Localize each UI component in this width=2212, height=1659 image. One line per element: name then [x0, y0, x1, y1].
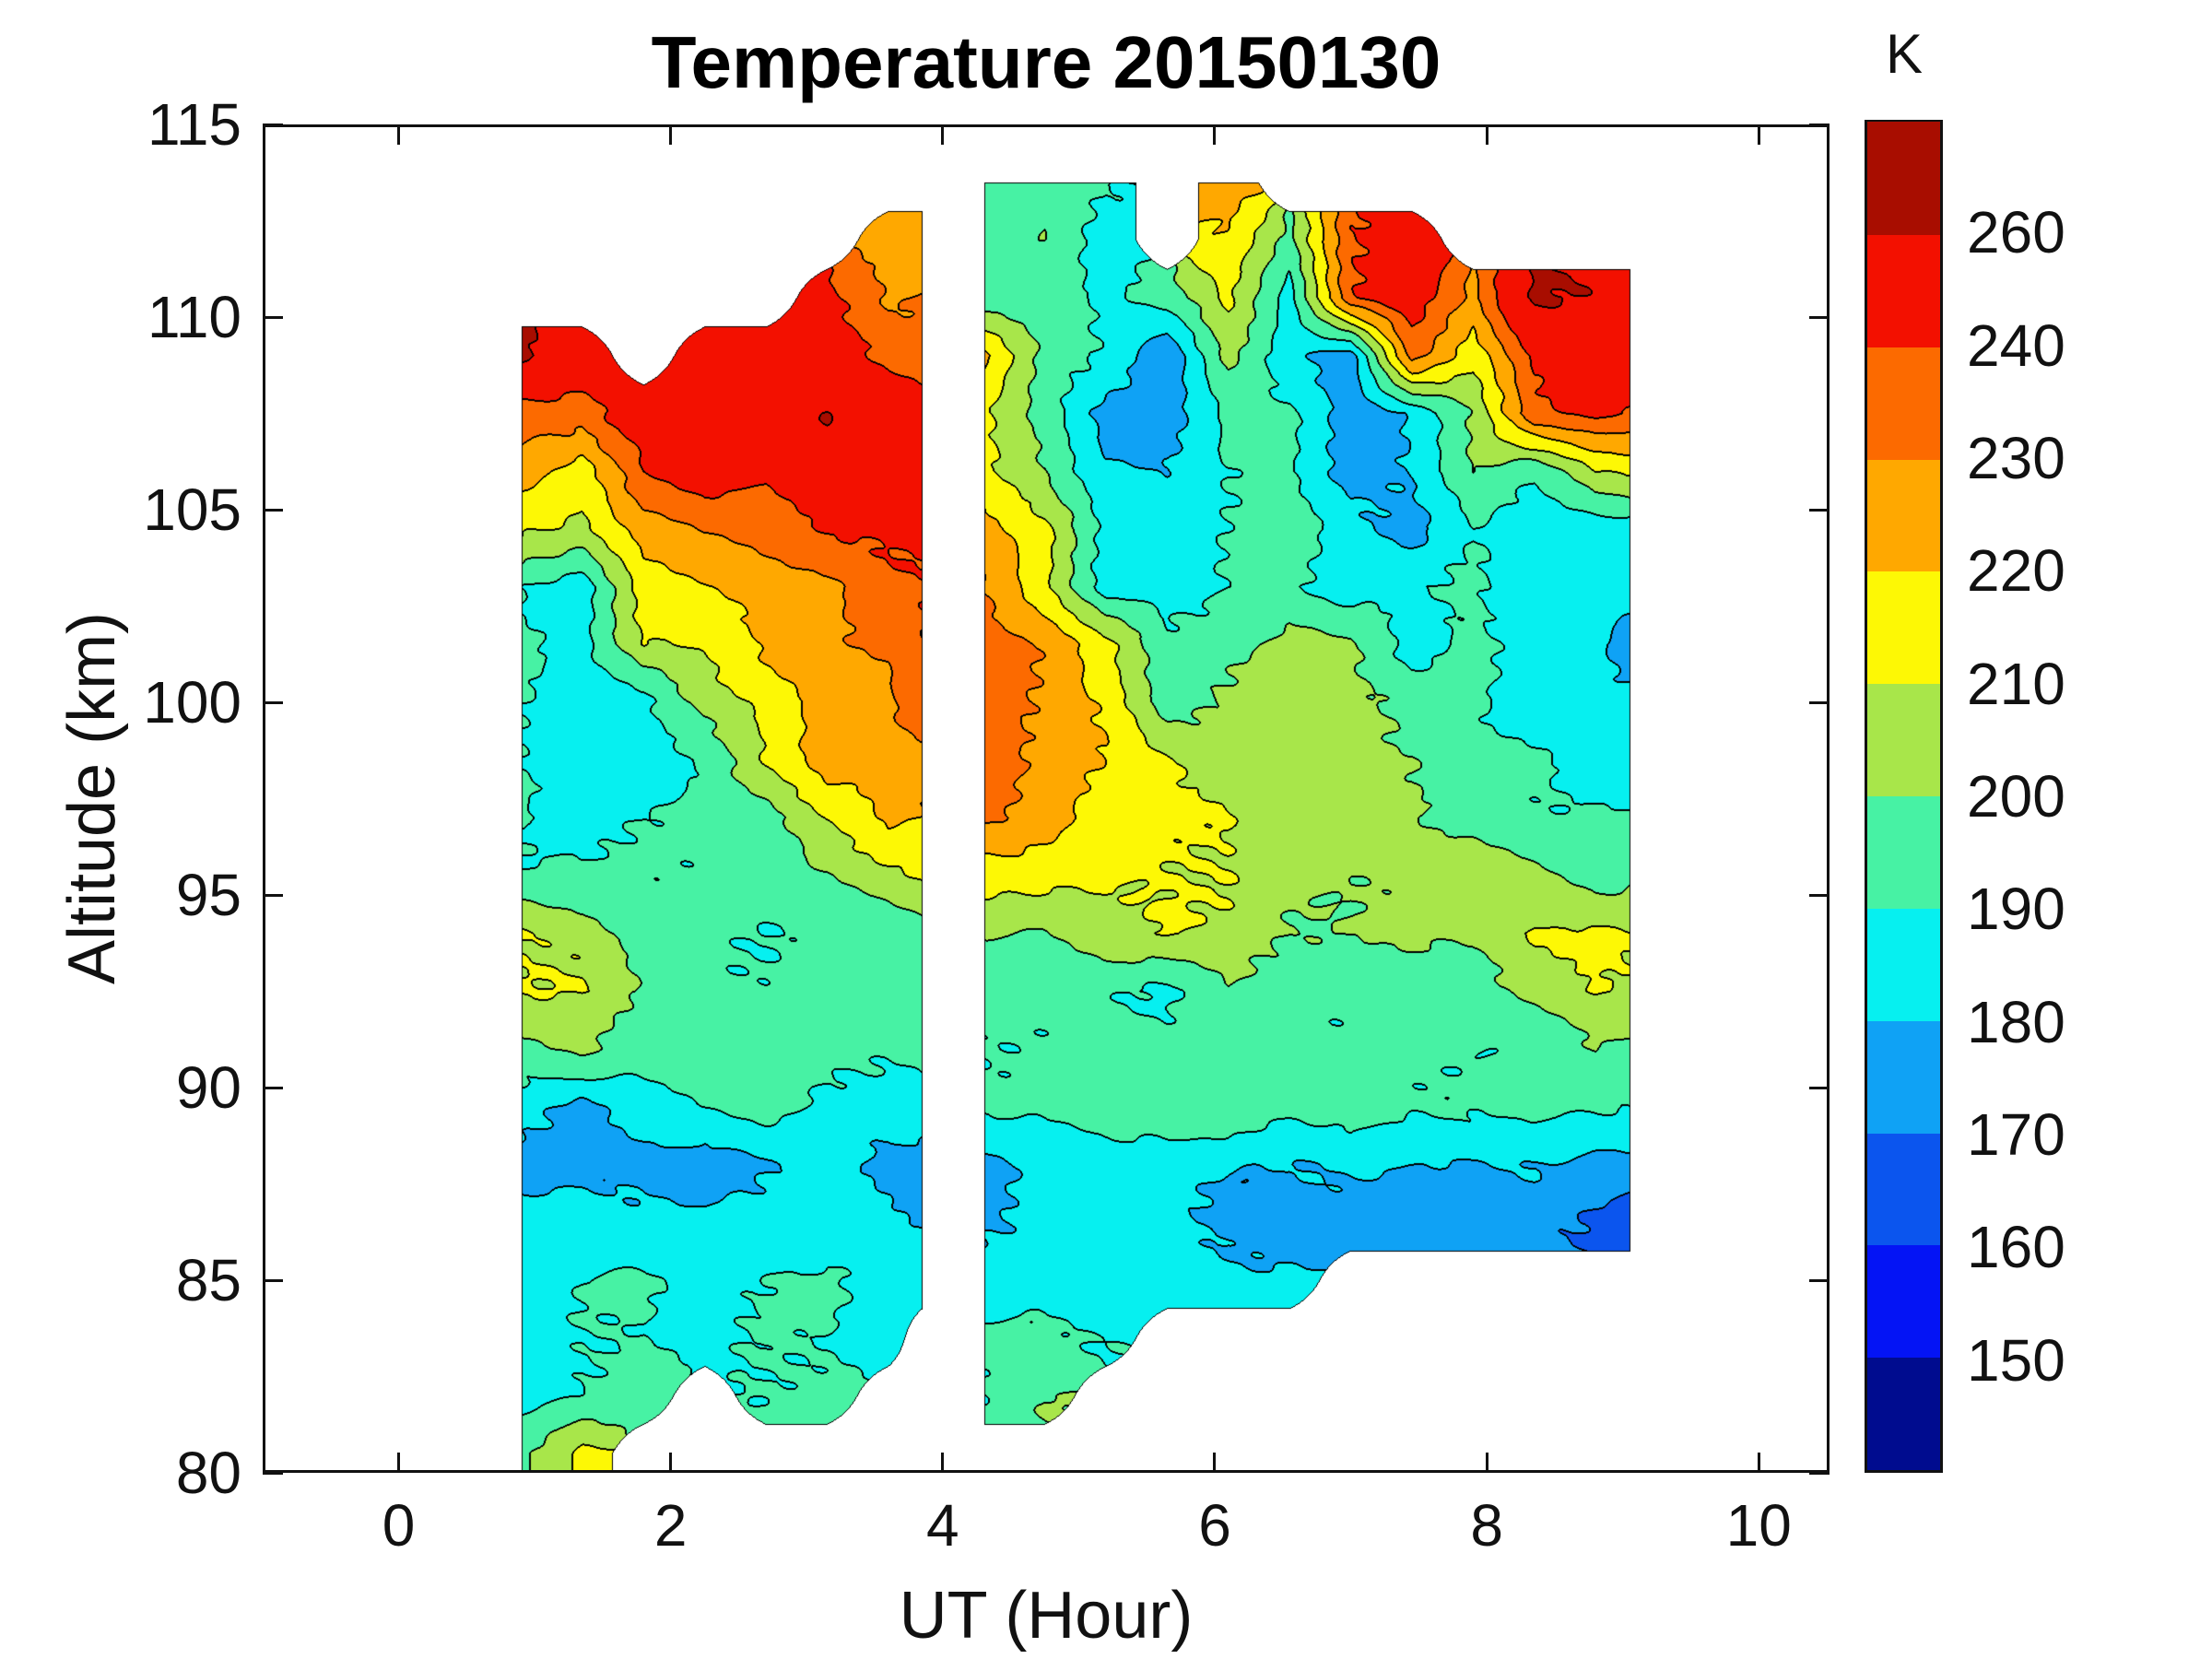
x-tick-label: 10	[1725, 1492, 1792, 1559]
y-tick-mark-right	[1809, 700, 1830, 704]
colorbar-band	[1867, 683, 1940, 796]
x-tick-label: 2	[653, 1492, 688, 1559]
y-tick-label: 90	[175, 1054, 241, 1121]
colorbar-tick-label: 230	[1967, 425, 2065, 491]
colorbar-tick-label: 210	[1967, 650, 2065, 717]
colorbar-band	[1867, 458, 1940, 572]
colorbar-band	[1867, 1357, 1940, 1470]
x-tick-mark-top	[941, 124, 945, 145]
y-tick-mark	[263, 508, 283, 512]
colorbar-band	[1867, 571, 1940, 685]
colorbar-tick-label: 160	[1967, 1214, 2065, 1281]
colorbar-tick-label: 240	[1967, 312, 2065, 379]
colorbar-tick-label: 190	[1967, 876, 2065, 943]
x-tick-mark-top	[1213, 124, 1217, 145]
x-axis-label: UT (Hour)	[899, 1579, 1194, 1653]
x-tick-mark	[941, 1453, 945, 1473]
plot-box-border	[263, 124, 1830, 1473]
y-tick-mark	[263, 1471, 283, 1475]
colorbar-tick-label: 260	[1967, 199, 2065, 266]
x-tick-mark-top	[669, 124, 673, 145]
colorbar-tick-label: 150	[1967, 1326, 2065, 1394]
colorbar-tick-label: 200	[1967, 763, 2065, 830]
colorbar	[1865, 120, 1943, 1473]
plot-title: Temperature 20150130	[651, 21, 1441, 103]
x-tick-mark	[1757, 1453, 1760, 1473]
x-tick-mark	[1485, 1453, 1488, 1473]
colorbar-unit-label: K	[1885, 23, 1924, 85]
y-tick-label: 85	[175, 1247, 241, 1313]
y-tick-mark	[263, 893, 283, 897]
y-tick-mark	[263, 315, 283, 319]
x-tick-mark	[1213, 1453, 1217, 1473]
colorbar-tick-label: 180	[1967, 988, 2065, 1055]
y-tick-mark-right	[1809, 1278, 1830, 1282]
x-tick-label: 8	[1470, 1492, 1503, 1559]
y-tick-mark-right	[1809, 508, 1830, 512]
x-tick-mark-top	[1485, 124, 1488, 145]
y-tick-mark	[263, 1278, 283, 1282]
colorbar-tick-label: 220	[1967, 537, 2065, 605]
x-tick-mark	[669, 1453, 673, 1473]
y-tick-label: 95	[175, 862, 241, 928]
y-tick-mark-right	[1809, 123, 1830, 126]
y-tick-mark-right	[1809, 893, 1830, 897]
colorbar-band	[1867, 1132, 1940, 1246]
y-tick-label: 100	[143, 669, 241, 735]
x-tick-mark-top	[1757, 124, 1760, 145]
y-tick-mark	[263, 123, 283, 126]
colorbar-band	[1867, 346, 1940, 460]
x-tick-label: 4	[926, 1492, 959, 1559]
x-tick-mark	[397, 1453, 401, 1473]
x-tick-mark-top	[397, 124, 401, 145]
colorbar-band	[1867, 233, 1940, 347]
y-tick-label: 115	[147, 91, 241, 158]
y-tick-label: 105	[143, 477, 241, 543]
y-tick-mark-right	[1809, 1471, 1830, 1475]
y-tick-mark	[263, 1086, 283, 1089]
colorbar-band	[1867, 907, 1940, 1021]
x-tick-label: 0	[382, 1492, 416, 1559]
colorbar-band	[1867, 122, 1940, 235]
x-tick-label: 6	[1198, 1492, 1231, 1559]
contour-plot	[263, 124, 1830, 1473]
colorbar-tick-label: 170	[1967, 1101, 2065, 1168]
y-tick-label: 110	[147, 284, 241, 350]
y-tick-label: 80	[175, 1440, 241, 1506]
y-axis-label: Altitude (km)	[55, 611, 129, 985]
colorbar-band	[1867, 1019, 1940, 1134]
y-tick-mark	[263, 700, 283, 704]
y-tick-mark-right	[1809, 1086, 1830, 1089]
plot-area	[263, 124, 1830, 1473]
colorbar-band	[1867, 1244, 1940, 1359]
colorbar-band	[1867, 795, 1940, 909]
y-tick-mark-right	[1809, 315, 1830, 319]
